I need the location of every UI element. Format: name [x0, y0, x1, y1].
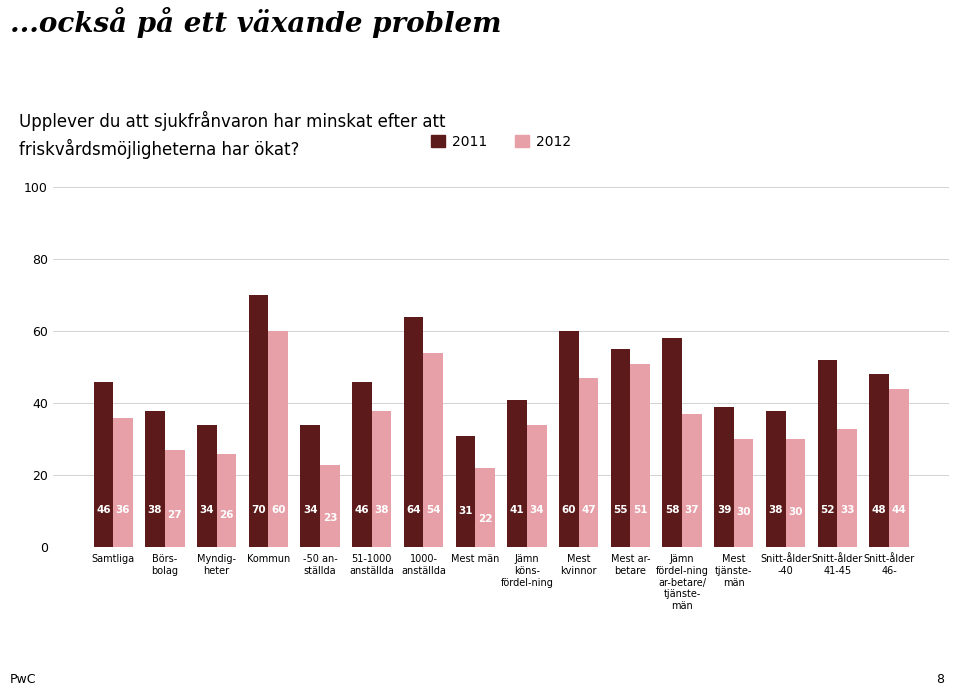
Text: 38: 38: [768, 505, 783, 515]
Text: 55: 55: [614, 505, 628, 515]
Bar: [145, 410, 165, 547]
Text: 39: 39: [716, 505, 731, 515]
Bar: [578, 378, 598, 547]
Bar: [630, 364, 650, 547]
Text: 60: 60: [562, 505, 576, 515]
Bar: [766, 410, 785, 547]
Bar: [217, 454, 236, 547]
Bar: [372, 410, 391, 547]
Text: Upplever du att sjukfrånvaron har minskat efter att
friskvårdsmöjligheterna har : Upplever du att sjukfrånvaron har minska…: [19, 111, 446, 159]
Bar: [818, 360, 837, 547]
Bar: [300, 425, 320, 547]
Text: 34: 34: [199, 505, 214, 515]
Text: 23: 23: [322, 513, 338, 523]
Bar: [165, 450, 184, 547]
Bar: [785, 439, 806, 547]
Text: 51: 51: [633, 505, 647, 515]
Text: 37: 37: [685, 505, 699, 515]
Text: 54: 54: [426, 505, 440, 515]
Text: PwC: PwC: [10, 673, 36, 686]
Text: 34: 34: [303, 505, 317, 515]
Text: 41: 41: [510, 505, 525, 515]
Text: 8: 8: [937, 673, 945, 686]
Text: 46: 46: [355, 505, 369, 515]
Legend: 2011, 2012: 2011, 2012: [426, 129, 576, 155]
Bar: [837, 428, 857, 547]
Text: 52: 52: [820, 505, 834, 515]
Bar: [352, 382, 372, 547]
Bar: [526, 425, 547, 547]
Text: 44: 44: [892, 505, 906, 515]
Bar: [870, 374, 889, 547]
Text: 38: 38: [148, 505, 162, 515]
Bar: [424, 353, 443, 547]
Text: 22: 22: [478, 514, 492, 524]
Bar: [559, 331, 578, 547]
Bar: [197, 425, 217, 547]
Text: 58: 58: [665, 505, 680, 515]
Text: 26: 26: [220, 511, 234, 520]
Text: 34: 34: [529, 505, 544, 515]
Text: 47: 47: [581, 505, 596, 515]
Bar: [663, 338, 682, 547]
Text: 46: 46: [96, 505, 110, 515]
Bar: [476, 468, 495, 547]
Bar: [611, 349, 630, 547]
Text: 36: 36: [116, 505, 130, 515]
Text: 30: 30: [737, 507, 751, 517]
Text: 31: 31: [458, 506, 473, 516]
Text: 30: 30: [788, 507, 803, 517]
Bar: [507, 400, 526, 547]
Bar: [889, 389, 909, 547]
Text: 60: 60: [270, 505, 286, 515]
Bar: [248, 295, 269, 547]
Text: ...också på ett växande problem: ...också på ett växande problem: [10, 7, 502, 38]
Text: 64: 64: [407, 505, 421, 515]
Bar: [734, 439, 754, 547]
Bar: [404, 317, 424, 547]
Text: 70: 70: [251, 505, 266, 515]
Text: 33: 33: [840, 505, 854, 515]
Bar: [320, 464, 339, 547]
Bar: [682, 414, 702, 547]
Bar: [714, 407, 734, 547]
Text: 48: 48: [872, 505, 886, 515]
Bar: [456, 436, 476, 547]
Bar: [94, 382, 113, 547]
Bar: [113, 418, 132, 547]
Text: 38: 38: [374, 505, 388, 515]
Text: 27: 27: [168, 509, 182, 520]
Bar: [269, 331, 288, 547]
